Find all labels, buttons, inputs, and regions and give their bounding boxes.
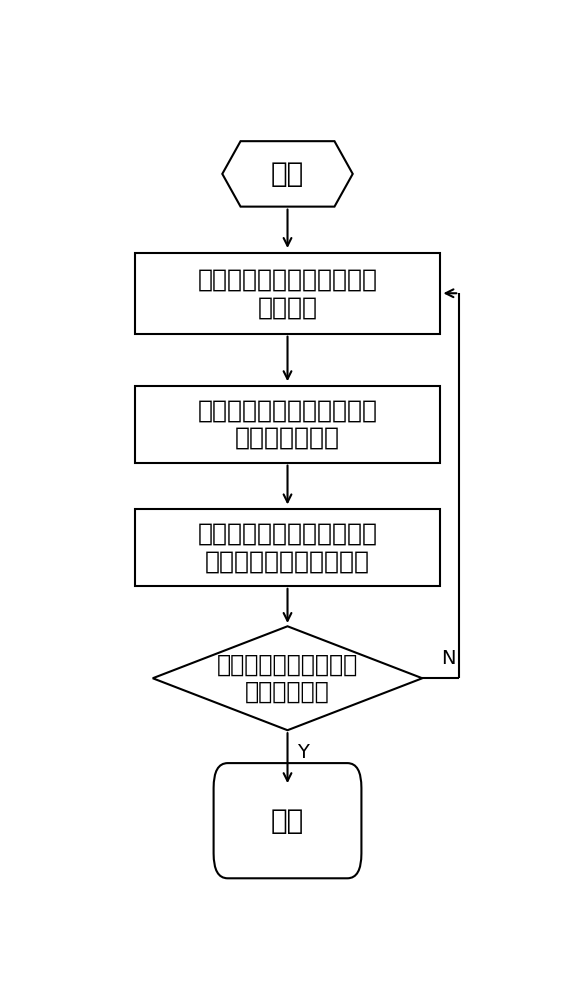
Text: 该模拟量输入模块通道
是否校准完成: 该模拟量输入模块通道 是否校准完成 bbox=[217, 652, 358, 704]
Bar bbox=[135, 509, 440, 586]
Text: N: N bbox=[441, 650, 456, 668]
Bar bbox=[135, 386, 440, 463]
Text: 采集通道校准完成后，进行
自诊断通道校准: 采集通道校准完成后，进行 自诊断通道校准 bbox=[197, 398, 378, 450]
Bar bbox=[135, 253, 440, 334]
Polygon shape bbox=[153, 626, 422, 730]
Text: 开始: 开始 bbox=[271, 160, 304, 188]
Text: 选择一通道进行采集通道交
互式校准: 选择一通道进行采集通道交 互式校准 bbox=[197, 267, 378, 319]
Polygon shape bbox=[222, 141, 353, 207]
Text: 分别对该通道的采集通道和
自诊断通道进行验证测试: 分别对该通道的采集通道和 自诊断通道进行验证测试 bbox=[197, 521, 378, 573]
Text: Y: Y bbox=[297, 743, 309, 762]
FancyBboxPatch shape bbox=[214, 763, 361, 878]
Text: 结束: 结束 bbox=[271, 807, 304, 835]
